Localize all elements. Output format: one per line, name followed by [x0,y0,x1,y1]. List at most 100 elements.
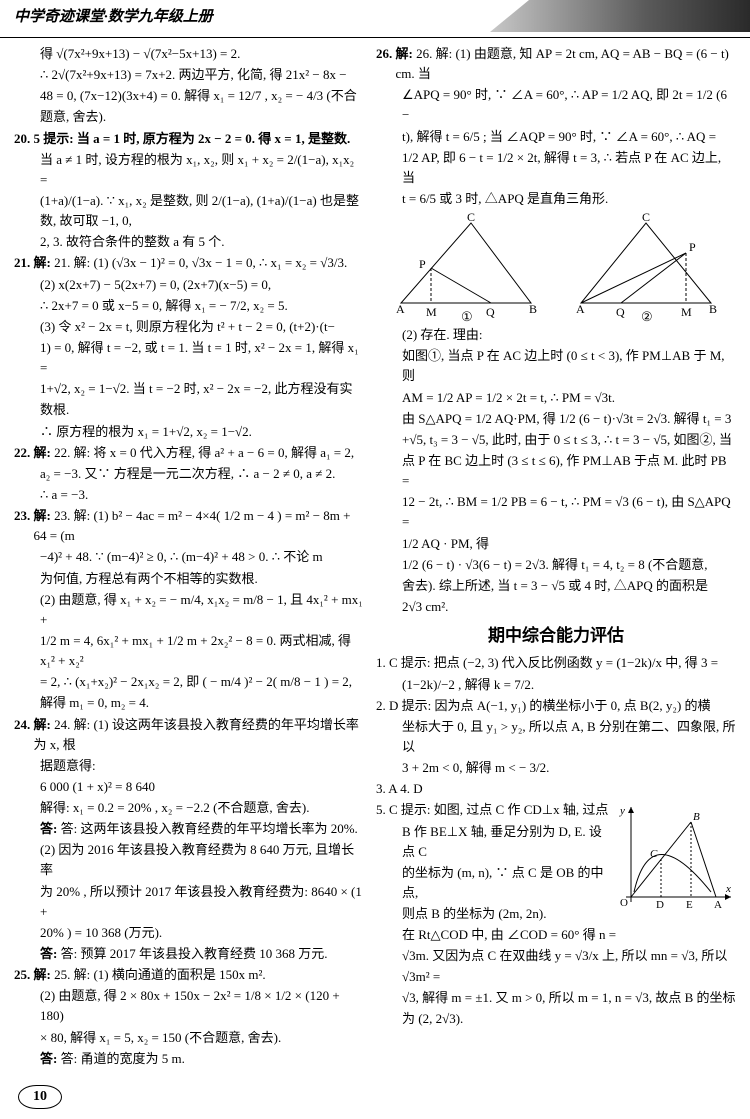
text-line: × 80, 解得 x₁ = 5, x₂ = 150 (不合题意, 舍去). [14,1028,364,1048]
q20: 20. 5 提示: 当 a = 1 时, 原方程为 2x − 2 = 0. 得 … [14,129,364,149]
q20-head: 20. 5 提示: 当 a = 1 时, 原方程为 2x − 2 = 0. 得 … [14,131,350,146]
svg-text:C: C [467,213,475,224]
text-line: 得 √(7x²+9x+13) − √(7x²−5x+13) = 2. [14,44,364,64]
text-line: 1/2 AQ · PM, 得 [376,534,736,554]
text-line: (2) 由题意, 得 x₁ + x₂ = − m/4, x₁x₂ = m/8 −… [14,590,364,630]
text-line: 题意, 舍去). [14,107,364,127]
header-title: 中学奇迹课堂·数学九年级上册 [14,9,213,25]
mid-q1: 1. C 提示: 把点 (−2, 3) 代入反比例函数 y = (1−2k)/x… [376,653,736,673]
svg-text:②: ② [641,309,653,323]
triangle-figures: A M Q B C P ① A Q M B C P ② [376,213,736,323]
text-line: 12 − 2t, ∴ BM = 1/2 PB = 6 − t, ∴ PM = √… [376,492,736,532]
page-header: 中学奇迹课堂·数学九年级上册 [0,0,750,38]
text-line: (1+a)/(1−a). ∵ x₁, x₂ 是整数, 则 2/(1−a), (1… [14,191,364,231]
text-line: ∴ 2x+7 = 0 或 x−5 = 0, 解得 x₁ = − 7/2, x₂ … [14,296,364,316]
text-line: 舍去). 综上所述, 当 t = 3 − √5 或 4 时, △APQ 的面积是 [376,576,736,596]
svg-text:A: A [576,302,585,316]
text-line: 1/2 m = 4, 6x₁² + mx₁ + 1/2 m + 2x₂² − 8… [14,631,364,671]
svg-text:Q: Q [616,305,625,319]
text-line: 3 + 2m < 0, 解得 m < − 3/2. [376,758,736,778]
text-line: = 2, ∴ (x₁+x₂)² − 2x₁x₂ = 2, 即 ( − m/4 )… [14,672,364,692]
triangle-fig-2: A Q M B C P ② [571,213,721,323]
ans-line: 答: 甬道的宽度为 5 m. [61,1051,185,1066]
page-body: 得 √(7x²+9x+13) − √(7x²−5x+13) = 2. ∴ 2√(… [0,38,750,1070]
q23: 23. 解: 23. 解: (1) b² − 4ac = m² − 4×4( 1… [14,506,364,546]
text-line: 数根. [14,400,364,420]
svg-text:B: B [693,811,700,823]
text-line: 1/2 (6 − t) · √3(6 − t) = 2√3. 解得 t₁ = 4… [376,555,736,575]
svg-text:O: O [620,897,628,909]
text-line: 由 S△APQ = 1/2 AQ·PM, 得 1/2 (6 − t)·√3t =… [376,409,736,429]
svg-text:P: P [689,240,696,254]
text-line: 解得: x₁ = 0.2 = 20% , x₂ = −2.2 (不合题意, 舍去… [14,798,364,818]
mid-q3-4: 3. A 4. D [376,779,736,799]
text-line: 点 P 在 BC 边上时 (3 ≤ t ≤ 6), 作 PM⊥AB 于点 M. … [376,451,736,491]
svg-text:A: A [714,899,722,911]
text-line: 2, 3. 故符合条件的整数 a 有 5 个. [14,232,364,252]
text-line: √3, 解得 m = ±1. 又 m > 0, 所以 m = 1, n = √3… [376,988,736,1008]
svg-text:A: A [396,302,405,316]
text-line: 在 Rt△COD 中, 由 ∠COD = 60° 得 n = [376,925,736,945]
triangle-fig-1: A M Q B C P ① [391,213,541,323]
q22: 22. 解: 22. 解: 将 x = 0 代入方程, 得 a² + a − 6… [14,443,364,463]
q21: 21. 解: 21. 解: (1) (√3x − 1)² = 0, √3x − … [14,253,364,273]
q26-body: 26. 解: (1) 由题意, 知 AP = 2t cm, AQ = AB − … [396,46,729,81]
text-line: t = 6/5 或 3 时, △APQ 是直角三角形. [376,189,736,209]
text-line: 48 = 0, (7x−12)(3x+4) = 0. 解得 x₁ = 12/7 … [14,86,364,106]
text-line: 答: 答: 这两年该县投入教育经费的年平均增长率为 20%. [14,819,364,839]
text-line: 为何值, 方程总有两个不相等的实数根. [14,569,364,589]
text-line: a₂ = −3. 又∵ 方程是一元二次方程, ∴ a − 2 ≠ 0, a ≠ … [14,464,364,484]
page-number: 10 [18,1085,62,1109]
svg-text:D: D [656,899,664,911]
svg-text:E: E [686,899,693,911]
text-line: AM = 1/2 AP = 1/2 × 2t = t, ∴ PM = √3t. [376,388,736,408]
text-line: 当 a ≠ 1 时, 设方程的根为 x₁, x₂, 则 x₁ + x₂ = 2/… [14,150,364,190]
text-line: 如图①, 当点 P 在 AC 边上时 (0 ≤ t < 3), 作 PM⊥AB … [376,346,736,386]
text-line: 答: 答: 甬道的宽度为 5 m. [14,1049,364,1069]
left-column: 得 √(7x²+9x+13) − √(7x²−5x+13) = 2. ∴ 2√(… [14,44,364,1070]
text-line: 20% ) = 10 368 (万元). [14,923,364,943]
svg-text:C: C [642,213,650,224]
text-line: 2√3 cm². [376,597,736,617]
q26: 26. 解: 26. 解: (1) 由题意, 知 AP = 2t cm, AQ … [376,44,736,84]
text-line: 1+√2, x₂ = 1−√2. 当 t = −2 时, x² − 2x = −… [14,379,364,399]
text-line: (2) 存在. 理由: [376,325,736,345]
coordinate-graph: O D E A B C x y [616,802,736,918]
svg-text:①: ① [461,309,473,323]
q24-body: 24. 解: (1) 设这两年该县投入教育经费的年平均增长率为 x, 根 [34,717,359,752]
text-line: √3m. 又因为点 C 在双曲线 y = √3/x 上, 所以 mn = √3,… [376,946,736,986]
q25: 25. 解: 25. 解: (1) 横向通道的面积是 150x m². [14,965,364,985]
section-title-midterm: 期中综合能力评估 [376,623,736,649]
text-line: ∴ 原方程的根为 x₁ = 1+√2, x₂ = 1−√2. [14,422,364,442]
q24: 24. 解: 24. 解: (1) 设这两年该县投入教育经费的年平均增长率为 x… [14,715,364,755]
header-decoration [490,0,750,32]
svg-text:P: P [419,257,426,271]
svg-text:M: M [426,305,437,319]
text-line: ∴ a = −3. [14,485,364,505]
text-line: (2) x(2x+7) − 5(2x+7) = 0, (2x+7)(x−5) =… [14,275,364,295]
svg-text:C: C [650,848,658,860]
text-line: ∴ 2√(7x²+9x+13) = 7x+2. 两边平方, 化简, 得 21x²… [14,65,364,85]
svg-text:M: M [681,305,692,319]
text-line: +√5, t₃ = 3 − √5, 此时, 由于 0 ≤ t ≤ 3, ∴ t … [376,430,736,450]
text-line: 据题意得: [14,756,364,776]
text-line: 答: 答: 预算 2017 年该县投入教育经费 10 368 万元. [14,944,364,964]
text-line: (2) 由题意, 得 2 × 80x + 150x − 2x² = 1/8 × … [14,986,364,1026]
mid-q2: 2. D 提示: 因为点 A(−1, y₁) 的横坐标小于 0, 点 B(2, … [376,696,736,716]
q23-body: 23. 解: (1) b² − 4ac = m² − 4×4( 1/2 m − … [34,508,351,543]
text-line: t), 解得 t = 6/5 ; 当 ∠AQP = 90° 时, ∵ ∠A = … [376,127,736,147]
text-line: ∠APQ = 90° 时, ∵ ∠A = 60°, ∴ AP = 1/2 AQ,… [376,85,736,125]
text-line: 为 (2, 2√3). [376,1009,736,1029]
ans-line: 答: 预算 2017 年该县投入教育经费 10 368 万元. [61,946,328,961]
q22-body: 22. 解: 将 x = 0 代入方程, 得 a² + a − 6 = 0, 解… [54,445,354,460]
text-line: 1/2 AP, 即 6 − t = 1/2 × 2t, 解得 t = 3, ∴ … [376,148,736,188]
svg-text:y: y [619,805,625,817]
text-line: 为 20% , 所以预计 2017 年该县投入教育经费为: 8640 × (1 … [14,882,364,922]
right-column: 26. 解: 26. 解: (1) 由题意, 知 AP = 2t cm, AQ … [376,44,736,1070]
text-line: (3) 令 x² − 2x = t, 则原方程化为 t² + t − 2 = 0… [14,317,364,337]
q25-body: 25. 解: (1) 横向通道的面积是 150x m². [54,967,266,982]
q21-body: 21. 解: (1) (√3x − 1)² = 0, √3x − 1 = 0, … [54,255,347,270]
svg-text:Q: Q [486,305,495,319]
text-line: 坐标大于 0, 且 y₁ > y₂, 所以点 A, B 分别在第二、四象限, 所… [376,717,736,757]
text-line: −4)² + 48. ∵ (m−4)² ≥ 0, ∴ (m−4)² + 48 >… [14,547,364,567]
